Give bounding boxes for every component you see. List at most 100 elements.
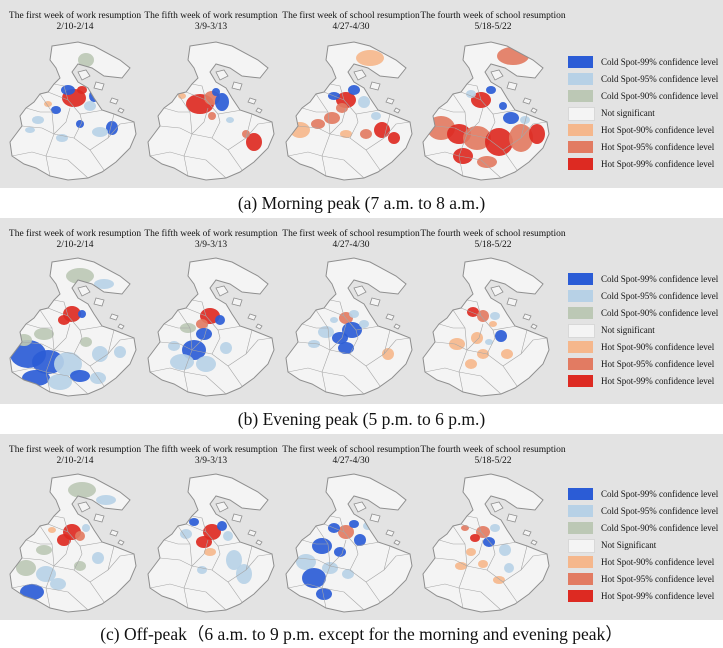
region-cold95 [490,524,500,532]
region-cold95 [170,354,194,370]
legend-label: Hot Spot-90% confidence level [601,342,715,352]
hotspot-regions [287,515,411,611]
region-cold95 [236,564,252,584]
island [215,285,229,297]
island [353,285,367,297]
region-cold95 [308,340,320,348]
district-boundary [349,329,359,355]
legend-swatch [568,73,593,85]
island [215,69,229,81]
region-cold99 [196,328,212,340]
island [530,107,538,114]
hotspot-regions [149,83,273,179]
region-hot99 [529,124,545,144]
region-cold99 [106,121,118,135]
island [369,513,381,523]
region-cold95 [466,90,476,98]
region-hot95 [477,310,489,322]
legend-swatch [568,90,593,102]
map-outline [422,473,550,613]
legend-swatch [568,375,593,387]
legend-label: Not significant [601,325,655,335]
island [490,69,504,81]
hotspot-map [147,41,275,181]
region-hot99 [470,534,480,542]
legend-label: Cold Spot-90% confidence level [601,523,719,533]
legend-item: Cold Spot-99% confidence level [568,273,723,285]
legend-label: Not Significant [601,540,657,550]
hotspot-map [9,257,137,397]
map-outline [147,41,275,181]
island [353,69,367,81]
map-title: The first week of school resumption 4/27-… [282,11,420,32]
district-boundary [438,107,465,113]
legend-item: Not significant [568,107,723,121]
island [77,69,91,81]
district-boundary [211,113,221,139]
legend-label: Cold Spot-95% confidence level [601,506,719,516]
region-cold95 [197,566,207,574]
district-boundary [301,539,328,545]
map-title: The fourth week of school resumption 5/18… [420,11,566,32]
legend-item: Hot Spot-90% confidence level [568,556,723,568]
island [247,529,257,537]
legend-item: Cold Spot-90% confidence level [568,90,723,102]
district-boundary [163,107,190,113]
district-boundary [486,545,496,571]
district-boundary [185,523,243,547]
island [109,97,119,105]
region-hot90 [356,50,384,66]
island [231,297,243,307]
district-boundary [159,341,243,387]
island [506,81,518,91]
region-cold95 [220,342,232,354]
district-boundary [466,539,484,567]
island [369,297,381,307]
map-outline [422,41,550,181]
region-cold90 [16,560,36,576]
legend-item: Hot Spot-90% confidence level [568,341,723,353]
map-title: The fifth week of work resumption 3/9-3/1… [144,445,278,466]
map-outline [147,257,275,397]
region-cold99 [20,584,44,600]
district-boundary [329,323,347,351]
district-boundary [73,113,83,139]
region-cold99 [302,568,326,588]
district-boundary [383,545,391,571]
region-hot90 [290,122,310,138]
legend-item: Cold Spot-95% confidence level [568,505,723,517]
island [522,313,532,321]
region-cold99 [483,537,495,547]
island [215,501,229,513]
region-cold95 [359,320,369,328]
island [247,313,257,321]
region-cold99 [78,310,86,318]
region-hot99 [485,128,513,156]
region-hot90 [455,562,467,570]
district-boundary [486,113,496,139]
district-boundary [73,329,83,355]
legend-label: Hot Spot-99% confidence level [601,159,715,169]
island [369,81,381,91]
legend-swatch [568,505,593,517]
legend-label: Cold Spot-90% confidence level [601,91,719,101]
district-boundary [191,515,207,533]
legend-item: Cold Spot-90% confidence level [568,307,723,319]
legend-item: Hot Spot-99% confidence level [568,375,723,387]
region-cold95 [48,374,72,390]
region-hot99 [77,86,87,94]
island [385,313,395,321]
district-boundary [53,323,71,351]
map-title: The fifth week of work resumption 3/9-3/1… [144,229,278,250]
region-hot90 [465,359,477,369]
region-cold95 [499,544,511,556]
district-boundary [438,323,465,329]
district-boundary [149,583,227,611]
district-boundary [21,125,105,171]
district-boundary [365,337,411,367]
legend-swatch [568,56,593,68]
legend-swatch [568,290,593,302]
island [93,81,105,91]
island [393,323,401,330]
region-hot95 [463,126,491,150]
